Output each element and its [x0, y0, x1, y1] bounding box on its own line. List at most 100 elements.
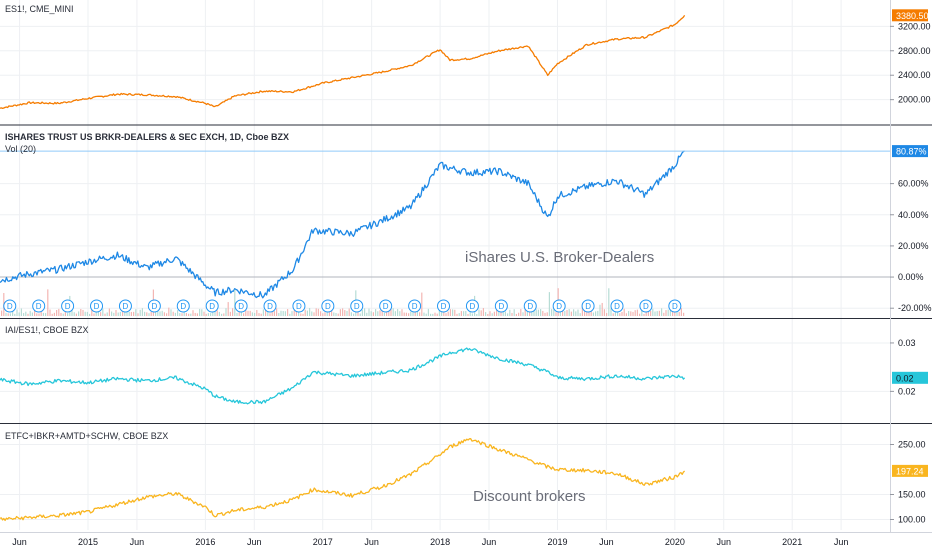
x-tick-label: Jun	[482, 537, 497, 547]
volume-bar	[216, 310, 218, 316]
disc-series-line	[0, 438, 686, 522]
volume-bar	[251, 312, 253, 316]
volume-bar	[337, 313, 339, 316]
volume-bar	[361, 309, 363, 316]
volume-bar	[243, 313, 245, 316]
volume-bar	[291, 311, 293, 316]
dividend-marker[interactable]: D	[581, 299, 595, 313]
volume-bar	[212, 311, 214, 316]
dividend-marker[interactable]: D	[350, 299, 364, 313]
volume-bar	[531, 309, 533, 316]
dividend-marker[interactable]: D	[465, 299, 479, 313]
volume-bar	[595, 311, 597, 316]
volume-bar	[84, 311, 86, 316]
volume-bar	[401, 309, 403, 316]
volume-bar	[174, 312, 176, 316]
dividend-marker[interactable]: D	[176, 299, 190, 313]
volume-bar	[590, 310, 592, 316]
volume-bar	[326, 311, 328, 316]
svg-text:D: D	[585, 302, 591, 311]
dividend-marker[interactable]: D	[437, 299, 451, 313]
volume-bar	[449, 309, 451, 316]
volume-bar	[320, 311, 322, 316]
volume-bar	[82, 309, 84, 316]
svg-text:D: D	[441, 302, 447, 311]
ratio-y-tick-label: 0.03	[898, 338, 916, 348]
volume-bar	[511, 312, 513, 316]
dividend-marker[interactable]: D	[408, 299, 422, 313]
volume-bar	[570, 311, 572, 316]
volume-bar	[625, 313, 627, 316]
volume-bar	[258, 313, 260, 316]
dividend-marker[interactable]: D	[118, 299, 132, 313]
volume-bar	[553, 309, 555, 316]
dividend-marker[interactable]: D	[3, 299, 17, 313]
dividend-marker[interactable]: D	[61, 299, 75, 313]
svg-text:D: D	[643, 302, 649, 311]
volume-bar	[7, 313, 9, 316]
volume-bar	[177, 310, 179, 316]
dividend-marker[interactable]: D	[234, 299, 248, 313]
volume-bar	[168, 307, 170, 316]
volume-bar	[207, 313, 209, 316]
volume-bar	[537, 309, 539, 316]
volume-bar	[544, 312, 546, 316]
volume-bar	[339, 309, 341, 316]
volume-bar	[141, 308, 143, 316]
volume-bar	[564, 310, 566, 316]
volume-bar	[573, 309, 575, 316]
volume-bar	[271, 311, 273, 316]
volume-bar	[150, 311, 152, 316]
volume-bar	[117, 312, 119, 316]
volume-bar	[260, 313, 262, 316]
x-tick-label: 2019	[547, 537, 567, 547]
dividend-marker[interactable]: D	[90, 299, 104, 313]
dividend-marker[interactable]: D	[639, 299, 653, 313]
volume-bar	[366, 312, 368, 316]
volume-bar	[309, 308, 311, 316]
volume-bar	[430, 313, 432, 316]
dividend-marker[interactable]: D	[523, 299, 537, 313]
volume-bar	[427, 308, 429, 316]
volume-bar	[612, 313, 614, 316]
volume-bar	[135, 309, 137, 316]
iai-last-value-badge	[892, 145, 928, 158]
dividend-marker[interactable]: D	[494, 299, 508, 313]
es-y-tick-label: 2000.00	[898, 95, 931, 105]
dividend-marker[interactable]: D	[147, 299, 161, 313]
volume-bar	[342, 308, 344, 316]
volume-bar	[293, 310, 295, 316]
svg-text:D: D	[470, 302, 476, 311]
disc-y-tick-label: 100.00	[898, 515, 926, 525]
volume-bar	[579, 313, 581, 316]
dividend-marker[interactable]: D	[292, 299, 306, 313]
volume-bar	[223, 313, 225, 316]
dividend-marker[interactable]: D	[205, 299, 219, 313]
dividend-marker[interactable]: D	[610, 299, 624, 313]
volume-bar	[491, 313, 493, 316]
dividend-marker[interactable]: D	[668, 299, 682, 313]
volume-bar	[45, 313, 47, 316]
volume-bar	[353, 313, 355, 316]
volume-bar	[315, 308, 317, 316]
volume-bar	[672, 311, 674, 316]
dividend-marker[interactable]: D	[379, 299, 393, 313]
volume-bar	[108, 308, 110, 316]
es-last-value-badge	[892, 9, 928, 22]
dividend-marker[interactable]: D	[32, 299, 46, 313]
volume-bar	[489, 311, 491, 316]
x-tick-label: 2017	[313, 537, 333, 547]
dividend-marker[interactable]: D	[552, 299, 566, 313]
volume-bar	[18, 312, 20, 316]
x-tick-label: 2016	[195, 537, 215, 547]
volume-bar	[155, 310, 157, 316]
volume-bar	[397, 309, 399, 316]
volume-bar	[64, 308, 66, 316]
volume-bar	[403, 312, 405, 316]
volume-bar	[452, 309, 454, 316]
dividend-marker[interactable]: D	[263, 299, 277, 313]
dividend-marker[interactable]: D	[321, 299, 335, 313]
iai-series-line	[0, 150, 685, 299]
